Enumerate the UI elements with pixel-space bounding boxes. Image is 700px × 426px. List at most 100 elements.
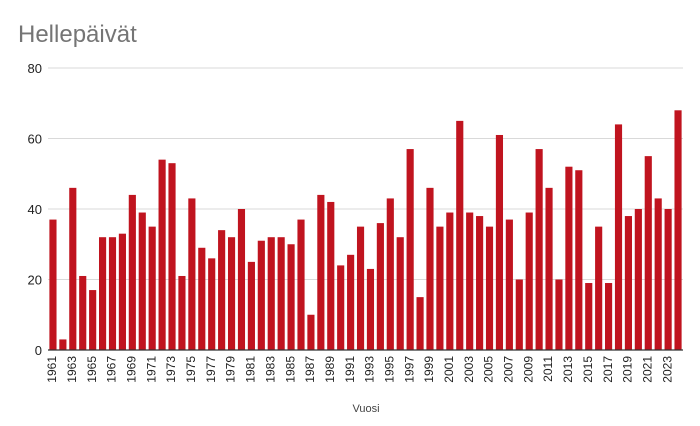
y-tick-label: 80 (28, 61, 42, 76)
bar-2015 (585, 283, 593, 350)
x-tick-label: 2015 (581, 356, 595, 383)
bar-1988 (317, 194, 325, 350)
x-tick-label: 1975 (184, 356, 198, 383)
bar-2012 (555, 279, 563, 350)
x-tick-label: 1987 (303, 356, 317, 383)
bar-2004 (476, 216, 484, 350)
bar-2010 (535, 149, 543, 350)
bar-1987 (307, 314, 315, 350)
bar-1986 (297, 219, 305, 350)
x-tick-label: 1979 (224, 356, 238, 383)
bar-1977 (208, 258, 216, 350)
bar-2021 (644, 156, 652, 351)
x-tick-label: 1985 (283, 356, 297, 383)
bar-2005 (485, 226, 494, 351)
bar-2018 (614, 124, 623, 351)
chart-title: Hellepäivät (18, 21, 137, 48)
bars (49, 110, 682, 351)
bar-1972 (158, 159, 166, 350)
bar-1992 (356, 226, 365, 351)
bar-2001 (446, 212, 454, 350)
bar-1961 (49, 219, 57, 350)
bar-1998 (416, 297, 424, 351)
y-axis-ticks: 0 20 40 60 80 (28, 61, 42, 358)
bar-1991 (347, 254, 355, 350)
x-tick-label: 1963 (65, 356, 79, 383)
bar-1978 (218, 230, 226, 350)
y-tick-label: 0 (35, 343, 42, 358)
y-tick-label: 40 (28, 202, 42, 217)
x-tick-label: 2005 (482, 356, 496, 383)
x-tick-label: 1997 (402, 356, 416, 383)
bar-2020 (634, 209, 642, 350)
x-tick-label: 1977 (204, 356, 218, 383)
x-tick-label: 1965 (85, 356, 99, 383)
bar-1979 (227, 237, 236, 350)
bar-2013 (565, 166, 573, 350)
bar-1963 (69, 187, 77, 350)
bar-2011 (545, 187, 553, 350)
bar-1994 (376, 223, 384, 350)
bar-2022 (654, 198, 662, 350)
bar-1982 (257, 240, 265, 350)
x-tick-label: 1973 (164, 356, 178, 383)
bar-1969 (128, 194, 136, 350)
x-tick-label: 2019 (621, 356, 635, 383)
x-tick-label: 2009 (521, 356, 535, 383)
bar-2006 (495, 134, 504, 350)
bar-1965 (89, 290, 97, 350)
bar-2016 (595, 226, 603, 351)
y-tick-label: 20 (28, 273, 42, 288)
bar-1974 (178, 275, 186, 350)
bar-2024 (674, 110, 682, 350)
x-tick-label: 2003 (462, 356, 476, 383)
x-tick-label: 2023 (660, 356, 674, 383)
bar-2019 (624, 216, 632, 350)
bar-2003 (466, 212, 474, 350)
x-tick-label: 1999 (422, 356, 436, 383)
x-tick-label: 2021 (640, 356, 654, 383)
bar-1995 (386, 198, 394, 350)
bar-1964 (79, 275, 87, 350)
x-tick-label: 1961 (45, 356, 59, 383)
bar-2002 (456, 120, 464, 351)
x-tick-label: 1981 (244, 356, 258, 383)
bar-1966 (99, 237, 107, 350)
bar-1999 (426, 187, 434, 350)
bar-1971 (148, 226, 156, 351)
bar-1997 (406, 149, 414, 350)
bar-2007 (505, 219, 513, 350)
bar-1983 (267, 237, 275, 350)
bar-2014 (575, 170, 583, 350)
bar-1962 (59, 339, 67, 350)
bar-2008 (515, 279, 523, 350)
bar-1970 (138, 212, 146, 350)
bar-1990 (337, 265, 345, 350)
y-tick-label: 60 (28, 132, 42, 147)
x-tick-label: 1971 (144, 356, 158, 383)
bar-1989 (327, 201, 335, 350)
x-tick-label: 1967 (105, 356, 119, 383)
bar-1980 (237, 209, 246, 350)
bar-1996 (396, 237, 404, 350)
bar-1993 (366, 268, 375, 350)
x-tick-label: 1983 (263, 356, 277, 383)
bar-2009 (525, 212, 533, 350)
bar-2000 (436, 226, 444, 351)
x-axis-ticks: 1961 1963 1965 1967 1969 1971 1973 1975 1977 1979… (45, 356, 674, 383)
x-tick-label: 2011 (541, 356, 555, 382)
bar-1967 (108, 237, 117, 350)
bar-1968 (118, 233, 126, 350)
x-tick-label: 1993 (363, 356, 377, 383)
x-tick-label: 1989 (323, 356, 337, 383)
bar-1973 (168, 163, 176, 350)
x-tick-label: 2013 (561, 356, 575, 383)
x-tick-label: 1991 (343, 356, 357, 383)
bar-1985 (287, 244, 295, 350)
x-tick-label: 2007 (502, 356, 516, 383)
x-tick-label: 1995 (382, 356, 396, 383)
bar-2023 (664, 209, 672, 350)
x-tick-label: 2001 (442, 356, 456, 383)
x-tick-label: 1969 (125, 356, 139, 383)
